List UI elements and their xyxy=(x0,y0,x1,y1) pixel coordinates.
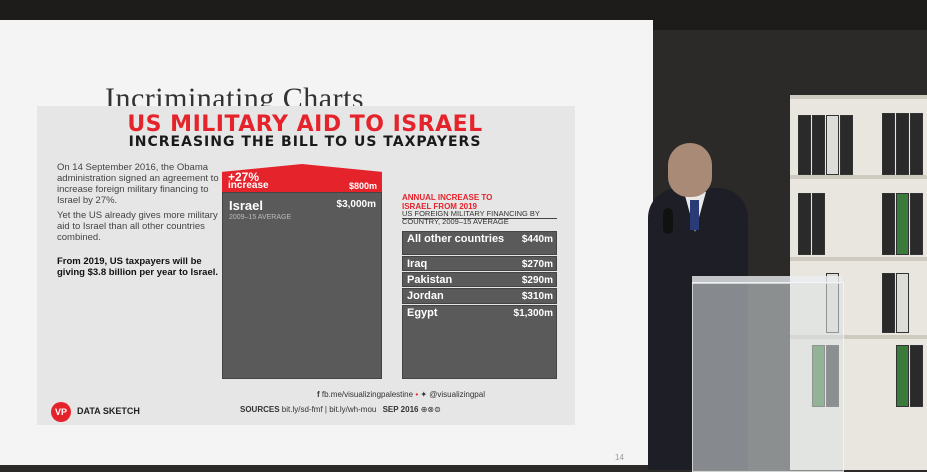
twitter-icon: ✦ xyxy=(420,390,428,399)
publish-date: SEP 2016 xyxy=(382,405,419,414)
binder xyxy=(910,193,923,255)
binder xyxy=(826,115,839,175)
israel-average-label: 2009–15 AVERAGE xyxy=(229,214,292,221)
country-value: $1,300m xyxy=(513,308,553,319)
shelf-board xyxy=(790,95,927,99)
facebook-icon: f xyxy=(317,390,320,399)
slide-subtitle: INCREASING THE BILL TO US TAXPAYERS xyxy=(128,134,482,150)
license-icon: ⊕⊗⊜ xyxy=(420,405,441,414)
binder xyxy=(812,193,825,255)
annual-increase-title: ANNUAL INCREASE TO ISRAEL FROM 2019 xyxy=(402,193,493,211)
infographic-slide: US MILITARY AID TO ISRAEL INCREASING THE… xyxy=(37,106,575,425)
country-block: Pakistan $290m xyxy=(402,272,557,287)
separator-dot: • xyxy=(415,390,421,399)
country-block: Jordan $310m xyxy=(402,288,557,304)
binder xyxy=(798,193,811,255)
country-value: $440m xyxy=(521,234,553,245)
increase-percent: +27% xyxy=(228,170,260,184)
increase-label: increase xyxy=(228,180,269,191)
israel-value: $3,000m xyxy=(336,199,376,210)
country-name: All other countries xyxy=(407,233,505,245)
slide-title: US MILITARY AID TO ISRAEL xyxy=(127,112,483,137)
comparison-paragraph: Yet the US already gives more military a… xyxy=(57,210,218,243)
facebook-handle: fb.me/visualizingpalestine xyxy=(321,390,414,399)
glass-lectern xyxy=(692,282,844,472)
country-block: Egypt $1,300m xyxy=(402,305,557,379)
binder xyxy=(882,113,895,175)
binder xyxy=(896,193,909,255)
conclusion-paragraph: From 2019, US taxpayers will be giving $… xyxy=(57,256,219,278)
binder xyxy=(798,115,811,175)
bookshelf xyxy=(790,95,927,470)
binder xyxy=(910,345,923,407)
page-number: 14 xyxy=(615,453,624,462)
israel-increase-block: +27% increase $800m xyxy=(222,164,382,192)
twitter-handle: @visualizingpal xyxy=(429,390,485,399)
binder xyxy=(896,113,909,175)
social-links: f fb.me/visualizingpalestine • ✦ @visual… xyxy=(317,390,485,399)
microphone xyxy=(663,208,673,234)
country-name: Jordan xyxy=(407,290,444,302)
binder xyxy=(896,345,909,407)
sources-label: SOURCES xyxy=(240,405,280,414)
country-name: Iraq xyxy=(407,258,428,270)
divider xyxy=(402,218,557,219)
country-name: Pakistan xyxy=(407,274,453,286)
country-name: Egypt xyxy=(407,307,438,319)
lectern-top xyxy=(692,276,842,284)
sources-line: SOURCES bit.ly/sd-fmf | bit.ly/wh-mou SE… xyxy=(240,405,441,414)
country-value: $270m xyxy=(521,259,553,270)
country-value: $310m xyxy=(521,291,553,302)
intro-paragraph: On 14 September 2016, the Obama administ… xyxy=(57,162,219,206)
country-block: All other countries $440m xyxy=(402,231,557,255)
sources-links: bit.ly/sd-fmf | bit.ly/wh-mou xyxy=(281,405,377,414)
vp-logo: VP xyxy=(51,402,71,422)
israel-label: Israel xyxy=(229,198,263,213)
binder xyxy=(882,273,895,333)
shelf-board xyxy=(790,335,927,339)
brand-text: DATA SKETCH xyxy=(77,406,140,416)
speaker-tie xyxy=(690,200,699,230)
increase-value: $800m xyxy=(348,181,377,191)
binder xyxy=(812,115,825,175)
israel-aid-block: Israel $3,000m 2009–15 AVERAGE xyxy=(222,192,382,379)
shelf-board xyxy=(790,257,927,261)
binder xyxy=(882,193,895,255)
binder xyxy=(896,273,909,333)
binder xyxy=(840,115,853,175)
country-block: Iraq $270m xyxy=(402,256,557,271)
shelf-board xyxy=(790,175,927,179)
brand-name: DATA SKETCH xyxy=(77,406,140,416)
chart-subtitle: US FOREIGN MILITARY FINANCING BY COUNTRY… xyxy=(402,209,540,226)
speaker-head xyxy=(668,143,712,197)
binder xyxy=(910,113,923,175)
country-value: $290m xyxy=(521,275,553,286)
